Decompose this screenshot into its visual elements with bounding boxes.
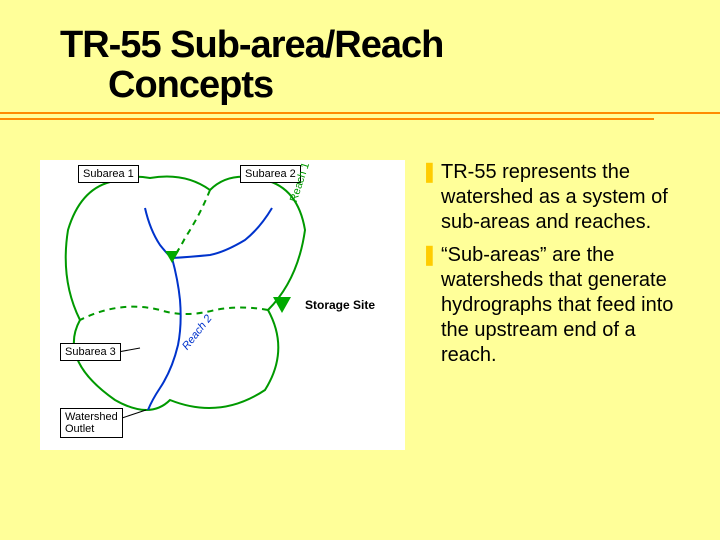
bullet-text-2: “Sub-areas” are the watersheds that gene… [441,243,690,368]
label-storage-site: Storage Site [305,298,375,312]
bullet-column: ❚ TR-55 represents the watershed as a sy… [415,160,690,510]
list-item: ❚ “Sub-areas” are the watersheds that ge… [421,243,690,368]
label-subarea-1: Subarea 1 [78,165,139,183]
label-subarea-2: Subarea 2 [240,165,301,183]
bullet-mark-icon: ❚ [421,160,441,235]
watershed-diagram: Subarea 1 Subarea 2 Subarea 3 Watershed … [40,160,405,450]
header-rule-2 [0,118,654,120]
label-watershed-outlet: Watershed Outlet [60,408,123,438]
content-area: Subarea 1 Subarea 2 Subarea 3 Watershed … [40,160,690,510]
label-subarea-3: Subarea 3 [60,343,121,361]
bullet-text-1: TR-55 represents the watershed as a syst… [441,160,690,235]
divider-2 [80,307,268,320]
title-line-2: Concepts [60,66,273,106]
stream-2 [172,208,272,258]
stream-1 [145,208,172,258]
bullet-mark-icon: ❚ [421,243,441,368]
callout-line-outlet [122,410,146,418]
slide-title: TR-55 Sub-area/Reach Concepts [0,0,720,106]
divider-1 [172,190,210,258]
title-line-1: TR-55 Sub-area/Reach [60,24,443,66]
stream-3 [148,258,181,410]
list-item: ❚ TR-55 represents the watershed as a sy… [421,160,690,235]
callout-line-subarea3 [118,348,140,352]
header-rule-1 [0,112,720,114]
label-watershed-outlet-text: Watershed Outlet [65,411,118,435]
storage-site-marker-icon [273,297,291,313]
